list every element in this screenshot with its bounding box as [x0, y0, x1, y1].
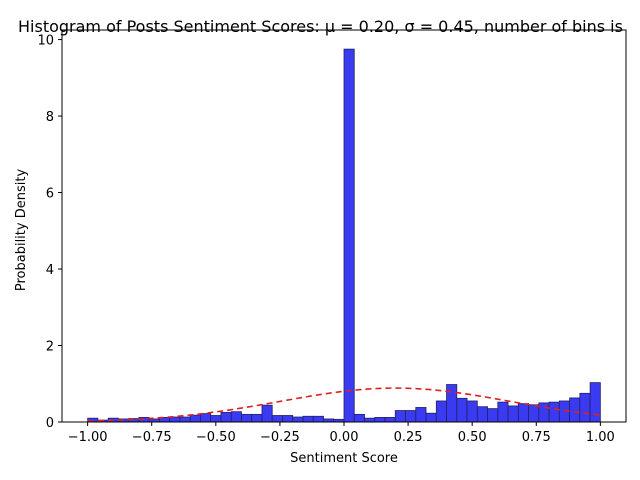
x-tick-label: 0.25: [394, 430, 423, 445]
x-tick-label: 0.75: [522, 430, 551, 445]
y-tick-label: 4: [46, 263, 54, 278]
y-tick-label: 6: [46, 187, 54, 202]
normal-fit-line: [87, 387, 601, 422]
histogram-bar: [189, 414, 201, 423]
histogram-bar: [579, 392, 591, 423]
histogram-bar: [343, 48, 355, 423]
histogram-bar: [169, 416, 181, 423]
x-tick-label: 0.00: [330, 430, 359, 445]
histogram-bar: [364, 417, 376, 423]
histogram-bar: [302, 415, 314, 423]
y-axis: 0 2 4 6 8 10: [37, 34, 62, 431]
histogram-bar: [405, 410, 417, 423]
histogram-bar: [487, 408, 499, 423]
histogram-bar: [312, 415, 324, 423]
y-tick-label: 0: [46, 416, 54, 431]
y-axis-label: Probability Density: [14, 169, 29, 292]
x-tick-label: −0.75: [132, 430, 172, 445]
histogram-bar: [374, 417, 386, 423]
x-tick-label: −0.50: [196, 430, 236, 445]
bars-group: [87, 48, 601, 423]
histogram-bar: [271, 415, 283, 423]
chart-title: Histogram of Posts Sentiment Scores: μ =…: [18, 17, 623, 36]
histogram-bar: [446, 384, 458, 423]
histogram-bar: [230, 411, 242, 423]
histogram-bar: [394, 410, 406, 423]
histogram-bar: [261, 404, 273, 423]
histogram-bar: [220, 412, 232, 423]
histogram-bar: [497, 401, 509, 423]
histogram-bar: [425, 412, 437, 423]
histogram-bar: [589, 382, 601, 423]
x-tick-label: 0.50: [458, 430, 487, 445]
histogram-bar: [210, 415, 222, 423]
histogram-bar: [353, 413, 365, 423]
histogram-bar: [251, 413, 263, 423]
histogram-bar: [538, 402, 550, 423]
histogram-bar: [415, 407, 427, 423]
histogram-bar: [517, 403, 529, 423]
histogram-bar: [528, 404, 540, 423]
histogram-bar: [507, 405, 519, 423]
y-tick-label: 8: [46, 110, 54, 125]
x-tick-label: −1.00: [68, 430, 108, 445]
x-axis-label: Sentiment Score: [290, 451, 398, 466]
histogram-bar: [179, 416, 191, 423]
histogram-bar: [282, 415, 294, 423]
histogram-bar: [548, 401, 560, 423]
x-tick-label: 1.00: [586, 430, 615, 445]
y-tick-label: 10: [37, 34, 54, 49]
histogram-bar: [476, 406, 488, 423]
histogram-bar: [466, 400, 478, 423]
histogram-bar: [435, 400, 447, 423]
histogram-bar: [200, 413, 212, 423]
histogram-bar: [241, 413, 253, 423]
histogram-bar: [292, 416, 304, 423]
x-tick-label: −0.25: [260, 430, 300, 445]
histogram-bar: [456, 397, 468, 423]
y-tick-label: 2: [46, 340, 54, 355]
histogram-bar: [569, 397, 581, 423]
x-axis: −1.00 −0.75 −0.50 −0.25 0.00 0.25 0.50 0.75 1.00: [68, 422, 615, 445]
histogram-bar: [384, 417, 396, 423]
